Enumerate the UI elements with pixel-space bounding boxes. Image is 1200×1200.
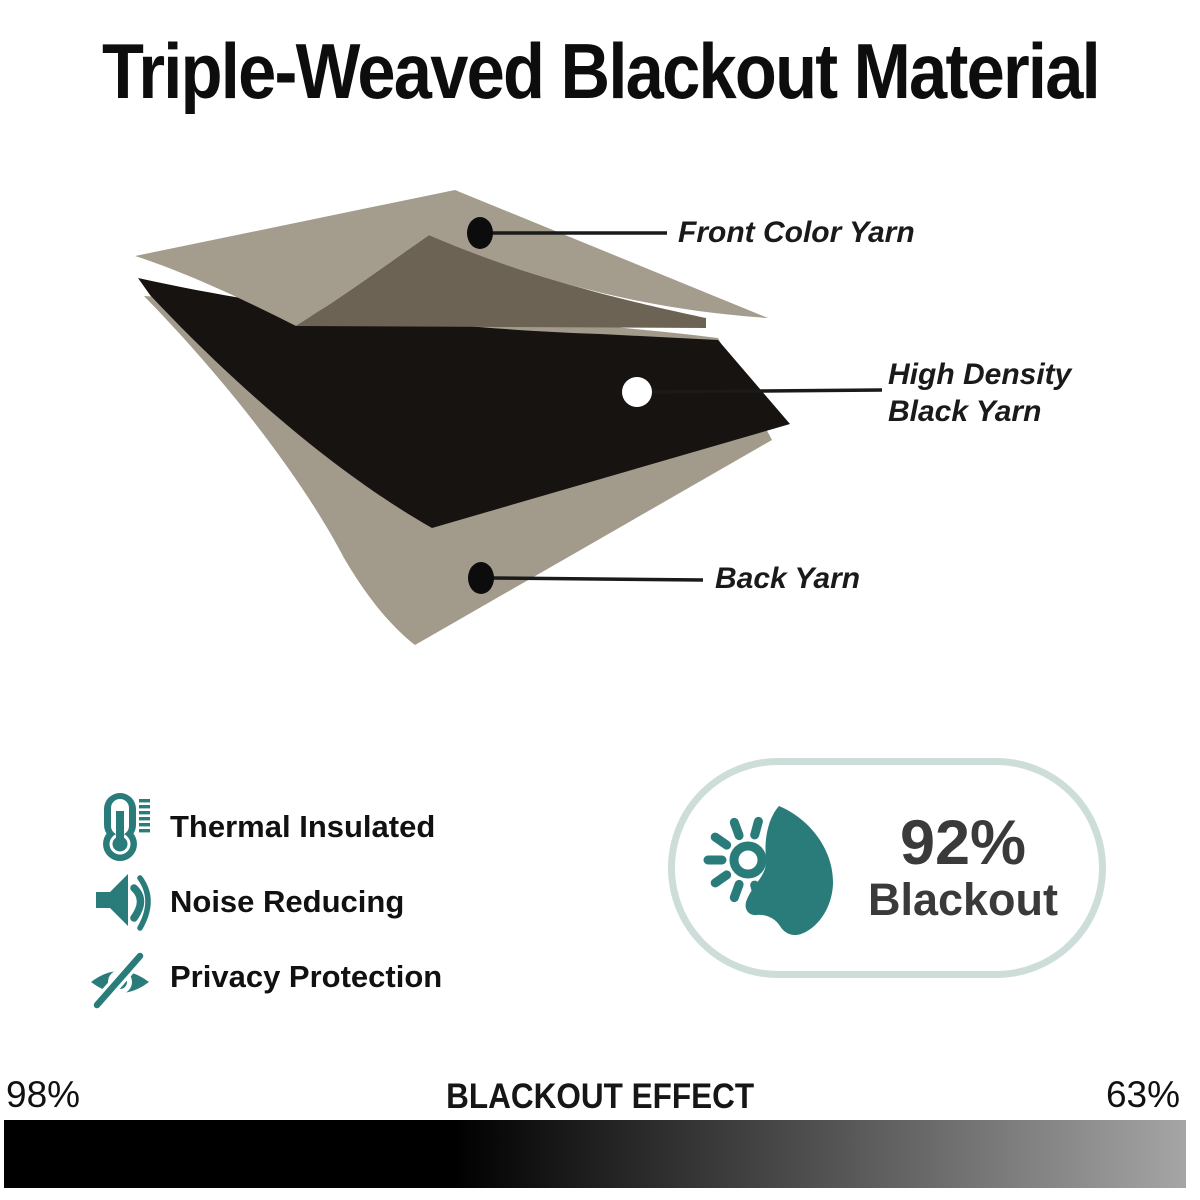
scale-title-text: BLACKOUT EFFECT [446,1077,754,1116]
feature-list: Thermal Insulated Noise Reducing Privacy… [84,791,442,1016]
callout-line-high-density [647,388,883,394]
page-title: Triple-Weaved Blackout Material [0,26,1200,117]
feature-thermal-insulated: Thermal Insulated [84,791,442,863]
feature-label-noise: Noise Reducing [170,884,405,919]
sun-blocked-icon [703,806,834,936]
callout-high-density-line2: Black Yarn [888,395,1042,428]
callout-dot-front [467,217,493,249]
page-title-text: Triple-Weaved Blackout Material [101,27,1100,115]
callout-front-color-yarn-label: Front Color Yarn [678,216,915,249]
callout-dot-back [468,562,494,594]
badge-text: 92% Blackout [835,765,1091,971]
feature-label-thermal: Thermal Insulated [170,809,436,844]
speaker-icon [96,874,151,931]
blackout-gradient-bar [4,1120,1186,1188]
callout-high-density-label: High Density Black Yarn [888,356,1071,430]
callout-high-density-line1: High Density [888,358,1072,391]
blackout-badge: 92% Blackout [668,758,1106,978]
badge-label: Blackout [867,874,1059,925]
callout-back-yarn-label: Back Yarn [715,562,861,595]
feature-label-privacy: Privacy Protection [170,959,443,994]
callout-line-back [489,576,704,582]
scale-right-value: 63% [1105,1074,1180,1115]
badge-percent: 92% [899,808,1027,878]
front-yarn-underside [296,235,706,328]
callout-dot-high-density [622,377,652,407]
black-yarn-layer [138,278,790,528]
scale-left-value: 98% [6,1074,81,1115]
feature-noise-reducing: Noise Reducing [84,866,442,938]
thermometer-icon [103,793,150,861]
eye-off-icon [90,949,149,1012]
front-yarn-layer [135,190,768,326]
feature-privacy-protection: Privacy Protection [84,941,442,1013]
scale-title: BLACKOUT EFFECT [0,1078,1200,1116]
